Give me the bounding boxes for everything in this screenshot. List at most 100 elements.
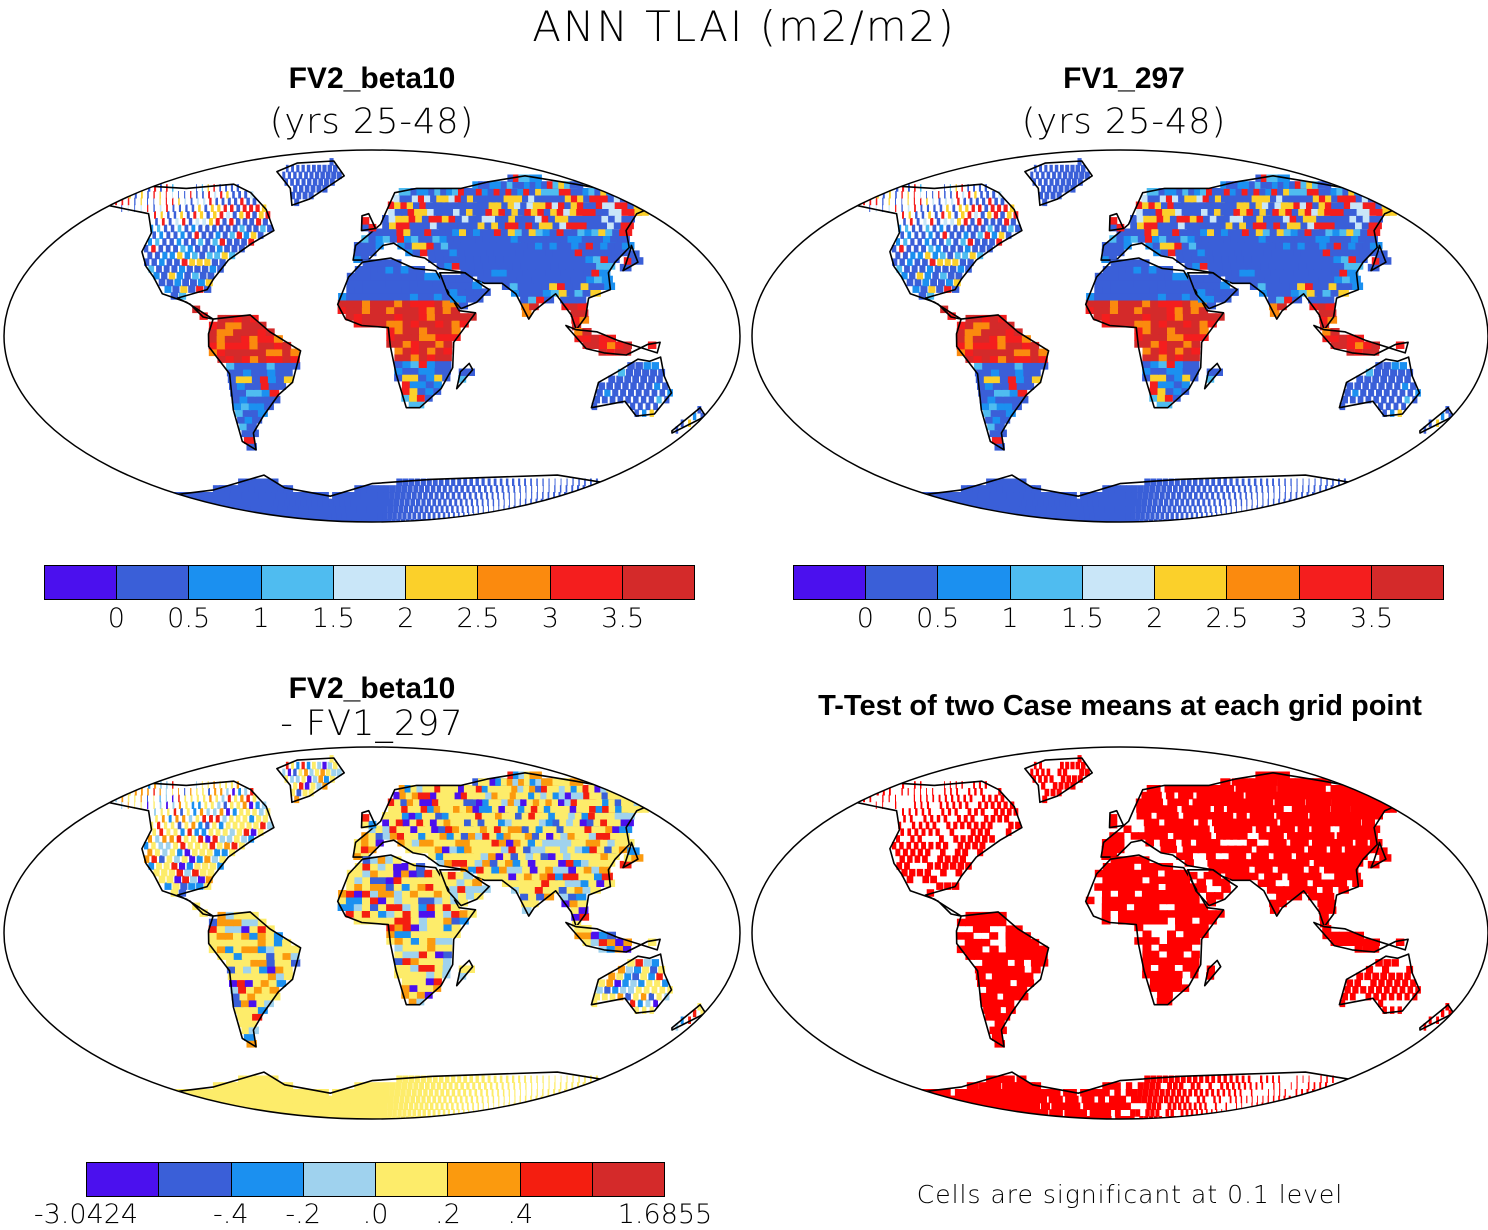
grid-cell: [1199, 478, 1204, 486]
grid-cell: [243, 1033, 255, 1041]
grid-cell: [1321, 262, 1333, 270]
grid-cell: [452, 188, 462, 196]
coastline-madagascar: [455, 362, 474, 390]
grid-cell: [259, 972, 270, 981]
grid-cell: [509, 282, 520, 290]
grid-cell: [1066, 178, 1072, 186]
grid-cell: [1134, 326, 1144, 335]
grid-cell: [362, 519, 369, 522]
grid-cell: [1114, 492, 1121, 500]
grid-cell: [351, 1109, 359, 1117]
grid-cell: [261, 519, 272, 522]
grid-cell: [159, 855, 165, 863]
grid-cell: [426, 306, 436, 314]
grid-cell: [431, 798, 441, 806]
grid-cell: [1149, 387, 1158, 395]
grid-cell: [389, 825, 398, 833]
grid-cell: [571, 242, 583, 250]
grid-cell: [382, 228, 391, 236]
grid-cell: [528, 228, 540, 236]
grid-cell: [162, 238, 167, 246]
grid-cell: [362, 890, 371, 898]
grid-cell: [999, 498, 1011, 507]
grid-cell: [519, 1116, 523, 1119]
grid-cell: [466, 505, 469, 513]
map-border: [751, 149, 1488, 523]
grid-cell: [1141, 505, 1147, 513]
grid-cell: [1150, 326, 1160, 335]
grid-cell: [299, 185, 304, 193]
grid-cell: [529, 866, 541, 874]
grid-cell: [252, 808, 257, 816]
grid-cell: [537, 248, 549, 257]
grid-cell: [1312, 242, 1324, 250]
grid-cell: [569, 899, 580, 908]
grid-cell: [366, 498, 373, 507]
grid-cell: [545, 269, 556, 277]
grid-cell: [505, 262, 516, 270]
grid-cell: [230, 485, 242, 493]
grid-cell: [417, 984, 426, 992]
grid-cell: [1004, 402, 1015, 411]
grid-cell: [346, 279, 355, 287]
coastline-africa: [1084, 257, 1225, 409]
grid-cell: [517, 805, 529, 813]
grid-cell: [434, 896, 444, 905]
grid-cell: [1114, 512, 1121, 520]
grid-cell: [480, 492, 483, 500]
grid-cell: [1207, 313, 1217, 321]
grid-cell: [1193, 478, 1198, 486]
grid-cell: [438, 825, 448, 833]
grid-cell: [1232, 242, 1243, 250]
grid-cell: [236, 1116, 249, 1119]
grid-cell: [427, 930, 437, 938]
grid-cell: [640, 992, 647, 1001]
grid-cell: [491, 492, 494, 500]
grid-cell: [994, 492, 1006, 500]
grid-cell: [886, 492, 902, 500]
grid-cell: [640, 972, 647, 981]
grid-cell: [257, 341, 267, 350]
grid-cell: [1094, 286, 1103, 294]
grid-cell: [254, 485, 265, 493]
grid-cell: [429, 818, 439, 827]
grid-cell: [1021, 498, 1032, 507]
grid-cell: [411, 242, 421, 250]
grid-cell: [1001, 389, 1012, 397]
grid-cell: [1109, 235, 1118, 243]
grid-cell: [901, 191, 903, 199]
grid-cell: [172, 801, 175, 809]
grid-cell: [986, 191, 989, 199]
grid-cell: [594, 395, 600, 404]
grid-cell: [554, 812, 567, 820]
grid-cell: [354, 266, 364, 274]
grid-cell: [537, 485, 538, 493]
grid-cell: [1232, 275, 1243, 284]
grid-cell: [514, 1116, 518, 1119]
grid-cell: [468, 519, 470, 522]
grid-cell: [436, 485, 442, 493]
grid-cell: [1149, 215, 1159, 223]
grid-cell: [158, 498, 173, 507]
grid-cell: [1052, 171, 1056, 180]
grid-cell: [1203, 242, 1213, 250]
grid-cell: [445, 505, 449, 513]
grid-cell: [404, 832, 413, 840]
grid-cell: [256, 478, 267, 486]
grid-cell: [1178, 485, 1184, 493]
grid-cell: [916, 271, 924, 280]
grid-cell: [163, 224, 168, 233]
grid-cell: [999, 519, 1011, 522]
grid-cell: [1183, 347, 1193, 355]
grid-cell: [270, 1116, 281, 1119]
grid-cell: [656, 375, 663, 384]
grid-cell: [206, 211, 210, 219]
grid-cell: [427, 1109, 431, 1117]
grid-cell: [450, 798, 461, 806]
grid-cell: [983, 218, 989, 226]
grid-cell: [523, 872, 535, 881]
grid-cell: [291, 959, 301, 967]
grid-cell: [240, 512, 253, 520]
grid-cell: [493, 785, 505, 793]
grid-cell: [201, 265, 209, 273]
